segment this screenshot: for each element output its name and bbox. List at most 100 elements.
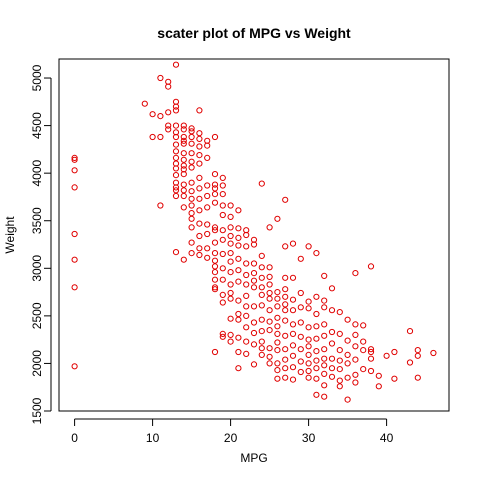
data-point-312 [391,375,398,382]
data-point-145 [235,297,242,304]
data-point-268 [321,362,328,369]
data-point-315 [414,347,421,354]
data-point-68 [188,250,195,257]
data-point-13 [157,202,164,209]
data-point-253 [313,310,320,318]
data-point-212 [282,274,289,281]
data-point-269 [321,370,328,377]
data-point-219 [282,346,289,353]
data-point-81 [196,245,203,252]
data-point-103 [211,257,219,264]
y-tick-label-2500: 2500 [30,302,44,329]
data-point-165 [250,260,258,267]
data-point-267 [321,355,328,362]
data-point-191 [266,295,273,302]
data-point-299 [360,322,367,329]
data-point-128 [227,240,234,247]
data-point-44 [180,156,187,163]
data-point-100 [211,227,219,234]
chart-title: scater plot of MPG vs Weight [157,25,351,41]
data-point-114 [219,211,226,219]
data-point-241 [305,243,312,250]
data-point-117 [219,250,226,258]
data-point-217 [282,317,289,324]
data-point-129 [227,250,234,257]
data-point-173 [250,361,258,368]
data-point-148 [235,334,242,341]
data-point-135 [227,315,234,322]
data-point-155 [243,271,250,279]
data-point-273 [328,307,336,314]
data-point-172 [250,341,258,348]
data-point-291 [344,396,351,403]
data-point-318 [430,349,437,357]
data-point-251 [313,250,320,257]
data-point-35 [172,187,180,194]
data-point-158 [243,303,250,310]
data-point-224 [289,274,297,281]
data-point-257 [313,357,320,364]
data-point-185 [258,351,265,358]
data-point-131 [227,269,234,276]
data-point-297 [352,371,359,378]
data-point-250 [305,374,312,381]
data-point-124 [227,202,234,209]
data-point-214 [282,293,289,300]
data-point-22 [172,103,180,110]
data-points [71,61,437,403]
data-point-119 [219,276,226,283]
data-point-261 [321,272,328,279]
data-point-84 [204,142,211,149]
data-point-255 [313,335,320,342]
data-point-70 [196,130,203,137]
data-point-308 [375,372,382,379]
data-point-215 [282,301,289,308]
data-point-115 [219,227,226,234]
data-point-37 [172,249,180,256]
data-point-286 [344,316,351,323]
data-point-307 [367,367,375,375]
data-point-316 [414,352,421,359]
data-point-74 [196,160,203,167]
data-point-249 [305,367,312,375]
data-point-221 [282,365,289,372]
data-point-228 [289,330,297,337]
data-point-317 [414,374,421,381]
y-axis: 1500 2000 2500 3000 3500 4000 4500 5000 [30,64,52,424]
data-point-82 [196,251,203,259]
data-point-199 [274,289,281,296]
data-point-80 [196,232,203,240]
data-point-139 [235,225,242,232]
data-point-234 [297,289,304,297]
data-point-164 [250,241,258,248]
data-point-141 [235,242,242,249]
data-point-287 [344,337,351,344]
data-point-292 [352,270,359,277]
data-point-231 [289,364,297,371]
data-point-232 [289,376,297,383]
data-point-310 [383,352,390,359]
data-point-41 [180,137,187,144]
data-point-183 [258,338,265,345]
data-point-306 [367,355,375,362]
data-point-301 [360,347,367,354]
data-point-64 [188,210,195,217]
data-point-207 [274,360,281,367]
data-point-17 [165,122,172,129]
data-point-245 [305,336,312,343]
data-point-264 [321,321,328,328]
data-point-233 [297,255,304,262]
data-point-94 [211,171,219,178]
data-point-254 [313,323,320,330]
data-point-134 [227,295,234,302]
data-point-1 [71,156,78,163]
data-point-248 [305,360,312,367]
data-point-190 [266,289,273,297]
data-point-88 [204,204,211,211]
data-point-113 [219,202,226,209]
data-point-65 [188,215,195,222]
data-point-118 [219,265,226,272]
data-point-182 [258,328,265,335]
plot-frame [58,58,450,412]
data-point-180 [258,302,265,309]
